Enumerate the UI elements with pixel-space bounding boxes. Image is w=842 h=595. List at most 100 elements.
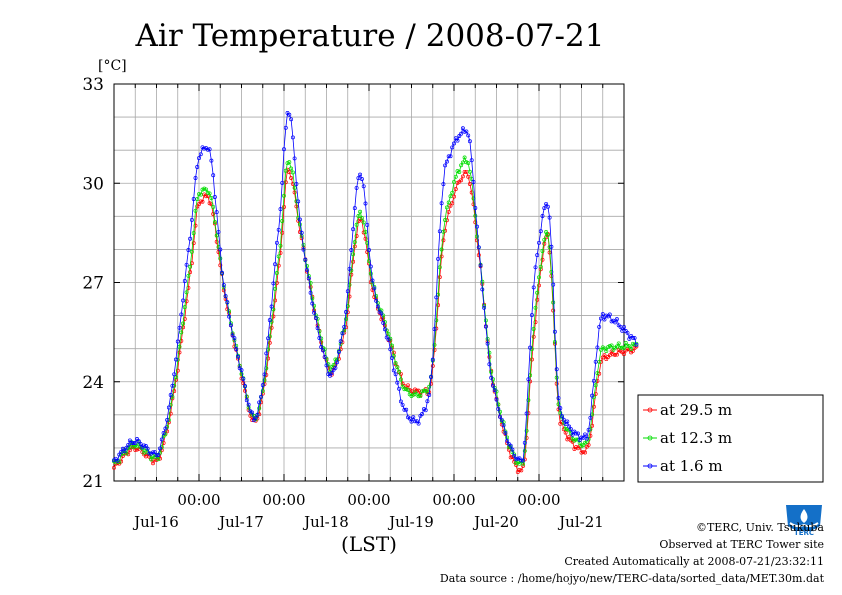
data-point	[280, 180, 285, 185]
data-point	[607, 353, 612, 358]
data-point	[453, 174, 458, 179]
data-point	[492, 388, 497, 393]
data-point	[614, 344, 619, 349]
data-point	[351, 227, 356, 232]
data-point	[200, 199, 205, 204]
data-point	[393, 372, 398, 377]
data-point	[390, 343, 394, 348]
data-point	[174, 375, 178, 380]
data-point	[436, 303, 441, 308]
data-point	[545, 204, 550, 209]
data-point	[480, 287, 485, 292]
data-point	[591, 404, 596, 409]
data-point	[269, 304, 274, 309]
data-point	[207, 147, 212, 152]
data-point	[276, 254, 281, 259]
data-point	[446, 209, 451, 214]
data-point	[152, 450, 157, 455]
x-day-label: Jul-16	[132, 513, 179, 531]
data-point	[236, 354, 240, 359]
data-point	[538, 229, 543, 234]
data-point	[491, 383, 495, 388]
data-point	[209, 196, 214, 200]
data-point	[537, 240, 541, 245]
data-point	[609, 319, 614, 324]
data-point	[243, 388, 247, 393]
data-point	[432, 342, 437, 347]
data-point	[395, 365, 400, 370]
data-point	[287, 160, 292, 165]
data-point	[540, 214, 545, 218]
data-point	[517, 468, 522, 472]
data-point	[273, 298, 278, 303]
data-point	[537, 275, 541, 280]
data-point	[303, 257, 308, 262]
data-point	[466, 161, 471, 166]
data-point	[374, 298, 379, 303]
data-point	[347, 266, 352, 271]
data-point	[441, 182, 446, 187]
data-point	[216, 229, 221, 234]
data-point	[335, 360, 340, 365]
data-point	[163, 426, 168, 431]
data-point	[597, 324, 602, 329]
data-point	[446, 200, 451, 205]
data-point	[290, 135, 295, 140]
data-point	[181, 298, 186, 303]
data-point	[634, 342, 639, 347]
data-point	[363, 230, 368, 234]
data-point	[328, 373, 332, 378]
data-point	[212, 195, 217, 199]
data-point	[156, 457, 161, 462]
data-point	[397, 386, 402, 391]
data-point	[133, 440, 138, 445]
data-point	[347, 294, 352, 299]
data-point	[374, 293, 379, 298]
data-point	[528, 345, 533, 350]
legend-label: at 1.6 m	[660, 457, 723, 475]
data-point	[264, 351, 269, 356]
data-point	[381, 320, 386, 325]
data-point	[292, 185, 297, 190]
x-time-label: 00:00	[262, 491, 305, 509]
data-point	[450, 145, 455, 150]
data-point	[266, 356, 271, 361]
data-point	[588, 433, 593, 438]
data-point	[397, 369, 402, 374]
legend-label: at 12.3 m	[660, 429, 732, 447]
data-point	[439, 247, 444, 252]
data-point	[531, 285, 536, 290]
data-point	[551, 282, 556, 287]
data-point	[444, 159, 449, 164]
data-point	[476, 253, 481, 258]
data-point	[212, 220, 217, 224]
data-point	[135, 444, 139, 449]
data-point	[289, 117, 294, 122]
data-point	[193, 223, 198, 228]
data-point	[149, 457, 154, 462]
data-point	[280, 219, 285, 223]
data-point	[308, 290, 313, 295]
data-point	[274, 271, 279, 275]
data-point	[517, 461, 522, 466]
data-point	[197, 202, 201, 207]
data-point	[515, 456, 520, 461]
data-point	[590, 393, 595, 398]
legend-box	[637, 394, 824, 483]
copyright-note: ©TERC, Univ. Tsukuba	[695, 521, 824, 534]
x-day-label: Jul-17	[217, 513, 264, 531]
data-point	[239, 368, 244, 373]
data-point	[382, 327, 387, 332]
data-point	[437, 229, 442, 234]
data-point	[344, 310, 348, 314]
data-point	[508, 455, 513, 460]
data-point	[188, 270, 193, 275]
data-point	[535, 290, 540, 295]
data-point	[522, 440, 527, 445]
data-point	[411, 415, 416, 420]
data-point	[427, 393, 432, 397]
data-point	[136, 439, 141, 444]
data-point	[287, 112, 292, 117]
data-point	[124, 445, 129, 450]
data-point	[586, 427, 591, 432]
